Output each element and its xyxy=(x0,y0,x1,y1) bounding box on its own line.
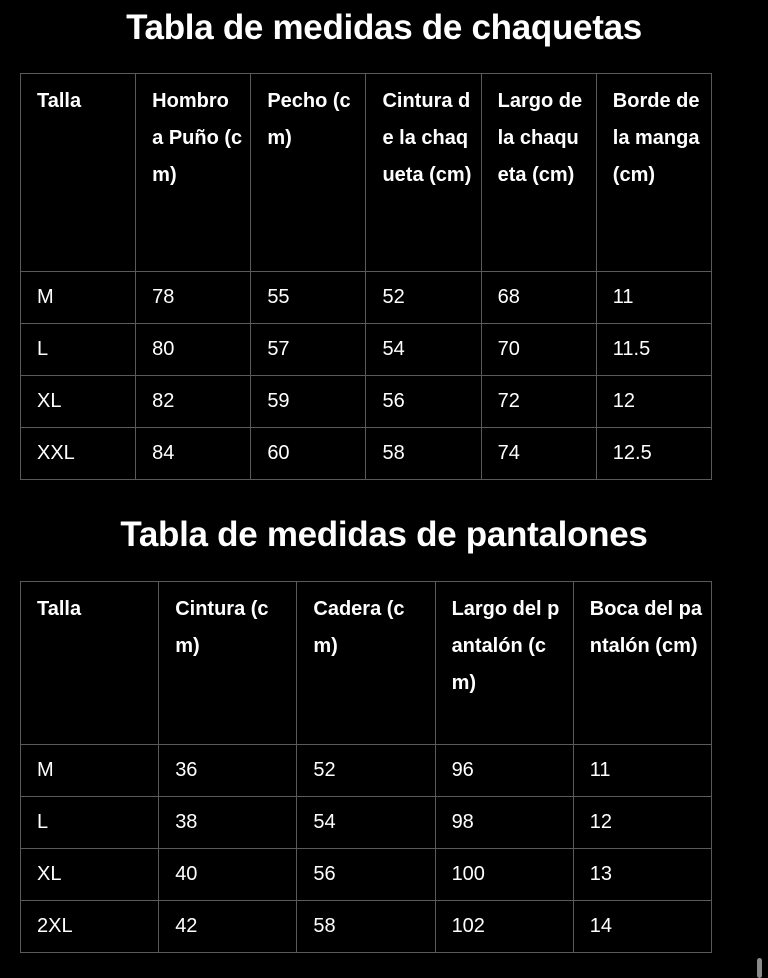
column-header: Cintura de la chaqueta (cm) xyxy=(365,73,482,272)
table-row: XL 82 59 56 72 12 xyxy=(19,375,713,428)
table-cell: XL xyxy=(19,375,137,428)
table-cell: 11.5 xyxy=(595,323,713,376)
table-row: XXL 84 60 58 74 12.5 xyxy=(19,427,713,480)
table-row: L 38 54 98 12 xyxy=(19,796,713,849)
table-cell: 82 xyxy=(135,375,252,428)
table-cell: 58 xyxy=(365,427,482,480)
table-cell: 11 xyxy=(595,271,713,324)
table-row: XL 40 56 100 13 xyxy=(19,848,713,901)
table-header-row: Talla Cintura (cm) Cadera (cm) Largo del… xyxy=(19,581,713,745)
table-cell: 12 xyxy=(595,375,713,428)
jackets-title: Tabla de medidas de chaquetas xyxy=(126,8,642,47)
table-cell: 52 xyxy=(365,271,482,324)
column-header: Largo de la chaqueta (cm) xyxy=(480,73,597,272)
pants-size-table: Talla Cintura (cm) Cadera (cm) Largo del… xyxy=(19,581,713,953)
scrollbar[interactable] xyxy=(757,958,762,978)
table-cell: 12 xyxy=(572,796,713,849)
table-cell: 40 xyxy=(158,848,298,901)
table-cell: 54 xyxy=(365,323,482,376)
column-header: Cintura (cm) xyxy=(158,581,298,745)
table-cell: 98 xyxy=(434,796,574,849)
table-cell: 11 xyxy=(572,744,713,797)
column-header: Pecho (cm) xyxy=(250,73,367,272)
table-cell: 70 xyxy=(480,323,597,376)
column-header: Boca del pantalón (cm) xyxy=(572,581,713,745)
column-header: Largo del pantalón (cm) xyxy=(434,581,574,745)
table-cell: 56 xyxy=(365,375,482,428)
table-cell: 84 xyxy=(135,427,252,480)
pants-title: Tabla de medidas de pantalones xyxy=(120,515,648,554)
table-cell: 55 xyxy=(250,271,367,324)
table-cell: M xyxy=(19,744,160,797)
table-row: M 36 52 96 11 xyxy=(19,744,713,797)
table-row: M 78 55 52 68 11 xyxy=(19,271,713,324)
table-cell: 72 xyxy=(480,375,597,428)
table-cell: 13 xyxy=(572,848,713,901)
table-cell: 12.5 xyxy=(595,427,713,480)
table-cell: 58 xyxy=(296,900,436,953)
table-cell: 78 xyxy=(135,271,252,324)
table-cell: 80 xyxy=(135,323,252,376)
table-cell: L xyxy=(19,796,160,849)
column-header: Talla xyxy=(19,73,137,272)
table-cell: 96 xyxy=(434,744,574,797)
column-header: Talla xyxy=(19,581,160,745)
table-cell: 2XL xyxy=(19,900,160,953)
table-cell: 60 xyxy=(250,427,367,480)
jackets-size-table: Talla Hombro a Puño (cm) Pecho (cm) Cint… xyxy=(19,73,713,480)
table-cell: 54 xyxy=(296,796,436,849)
table-cell: 56 xyxy=(296,848,436,901)
table-header-row: Talla Hombro a Puño (cm) Pecho (cm) Cint… xyxy=(19,73,713,272)
table-cell: 100 xyxy=(434,848,574,901)
table-cell: 59 xyxy=(250,375,367,428)
table-cell: 36 xyxy=(158,744,298,797)
table-cell: 57 xyxy=(250,323,367,376)
table-cell: XXL xyxy=(19,427,137,480)
table-row: L 80 57 54 70 11.5 xyxy=(19,323,713,376)
table-cell: 38 xyxy=(158,796,298,849)
table-cell: 102 xyxy=(434,900,574,953)
table-cell: L xyxy=(19,323,137,376)
table-cell: 52 xyxy=(296,744,436,797)
column-header: Hombro a Puño (cm) xyxy=(135,73,252,272)
table-cell: M xyxy=(19,271,137,324)
table-cell: 14 xyxy=(572,900,713,953)
table-cell: 42 xyxy=(158,900,298,953)
table-cell: 68 xyxy=(480,271,597,324)
column-header: Borde de la manga (cm) xyxy=(595,73,713,272)
column-header: Cadera (cm) xyxy=(296,581,436,745)
table-row: 2XL 42 58 102 14 xyxy=(19,900,713,953)
table-cell: 74 xyxy=(480,427,597,480)
table-cell: XL xyxy=(19,848,160,901)
